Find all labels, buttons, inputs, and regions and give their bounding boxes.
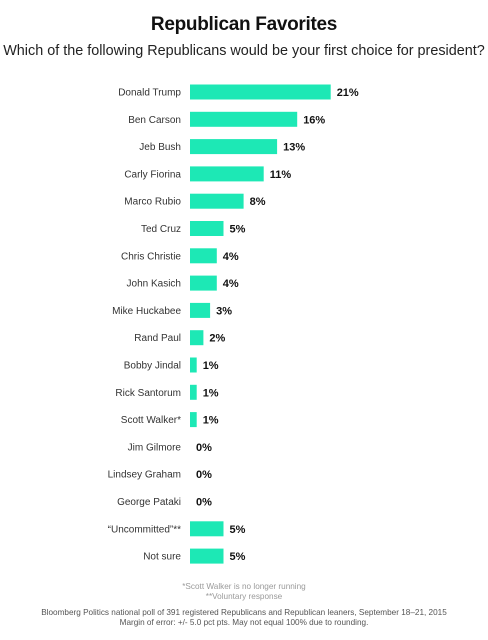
- chart-title: Republican Favorites: [150, 14, 338, 35]
- value-label-not-sure: 5%: [230, 551, 246, 563]
- bar-mike-huckabee: [190, 302, 211, 318]
- bar-ben-carson: [190, 111, 298, 127]
- bar-john-kasich: [190, 275, 217, 291]
- category-label-john-kasich: John Kasich: [127, 279, 181, 290]
- category-label-not-sure: Not sure: [143, 552, 181, 563]
- bar-carly-fiorina: [190, 166, 264, 182]
- category-label-mike-huckabee: Mike Huckabee: [112, 306, 181, 317]
- bar-uncommitted: [190, 521, 224, 537]
- bar-scott-walker: [190, 412, 197, 428]
- value-label-carly-fiorina: 11%: [270, 169, 292, 181]
- bar-chris-christie: [190, 248, 217, 264]
- value-label-bobby-jindal: 1%: [203, 360, 219, 372]
- value-label-scott-walker: 1%: [203, 415, 219, 427]
- category-label-lindsey-graham: Lindsey Graham: [108, 470, 181, 481]
- source-note: Bloomberg Politics national poll of 391 …: [41, 608, 447, 617]
- value-label-chris-christie: 4%: [223, 251, 239, 263]
- bar-bobby-jindal: [190, 357, 197, 373]
- value-label-john-kasich: 4%: [223, 278, 239, 290]
- category-label-uncommitted: “Uncommitted”**: [108, 524, 181, 535]
- category-label-george-pataki: George Pataki: [117, 497, 181, 508]
- bar-jeb-bush: [190, 139, 278, 155]
- category-label-ben-carson: Ben Carson: [128, 115, 181, 126]
- value-label-rand-paul: 2%: [209, 333, 225, 345]
- value-label-george-pataki: 0%: [196, 497, 212, 509]
- category-label-chris-christie: Chris Christie: [121, 251, 181, 262]
- margin-of-error-note: Margin of error: +/- 5.0 pct pts. May no…: [119, 618, 369, 627]
- category-label-carly-fiorina: Carly Fiorina: [124, 169, 181, 180]
- bar-not-sure: [190, 548, 224, 564]
- value-label-mike-huckabee: 3%: [216, 305, 232, 317]
- category-label-bobby-jindal: Bobby Jindal: [124, 361, 181, 372]
- value-label-ted-cruz: 5%: [230, 224, 246, 236]
- category-label-jeb-bush: Jeb Bush: [139, 142, 181, 153]
- category-label-rand-paul: Rand Paul: [134, 333, 181, 344]
- footnote-voluntary: **Voluntary response: [205, 592, 283, 601]
- chart-subtitle: Which of the following Republicans would…: [3, 43, 485, 59]
- value-label-ben-carson: 16%: [303, 114, 325, 126]
- value-label-jim-gilmore: 0%: [196, 442, 212, 454]
- bar-chart: Donald Trump 21% Ben Carson 16% Jeb Bush 13% C…: [108, 84, 359, 564]
- category-label-jim-gilmore: Jim Gilmore: [128, 442, 182, 453]
- category-label-marco-rubio: Marco Rubio: [124, 197, 181, 208]
- bar-marco-rubio: [190, 193, 244, 209]
- category-label-ted-cruz: Ted Cruz: [141, 224, 181, 235]
- value-label-donald-trump: 21%: [337, 87, 359, 99]
- bar-rand-paul: [190, 330, 204, 346]
- category-label-rick-santorum: Rick Santorum: [115, 388, 181, 399]
- footnote-walker: *Scott Walker is no longer running: [182, 582, 306, 591]
- value-label-lindsey-graham: 0%: [196, 469, 212, 481]
- value-label-marco-rubio: 8%: [250, 196, 266, 208]
- category-label-donald-trump: Donald Trump: [118, 88, 181, 99]
- bar-donald-trump: [190, 84, 331, 100]
- bar-ted-cruz: [190, 221, 224, 236]
- bar-rick-santorum: [190, 384, 197, 400]
- category-label-scott-walker: Scott Walker*: [121, 415, 181, 426]
- value-label-uncommitted: 5%: [230, 524, 246, 536]
- value-label-jeb-bush: 13%: [283, 142, 305, 154]
- value-label-rick-santorum: 1%: [203, 387, 219, 399]
